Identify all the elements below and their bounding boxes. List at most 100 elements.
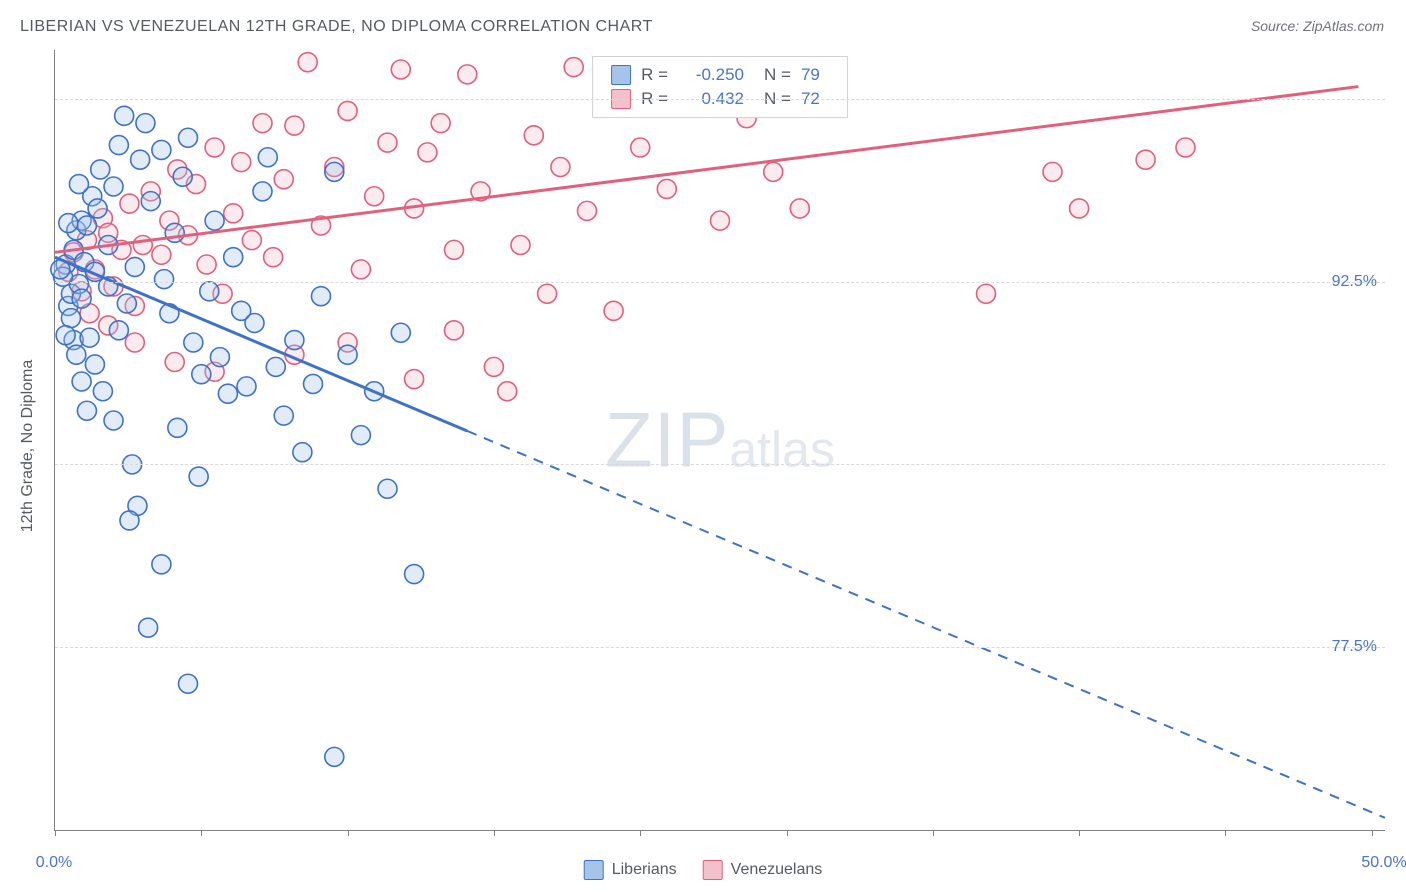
stats-legend-box: R = -0.250 N = 79 R = 0.432 N = 72	[592, 56, 848, 118]
data-point	[538, 284, 557, 303]
data-point	[115, 106, 134, 125]
data-point	[133, 236, 152, 255]
data-point	[378, 133, 397, 152]
data-point	[109, 136, 128, 155]
x-tick	[1372, 830, 1373, 836]
data-point	[77, 216, 96, 235]
x-tick	[787, 830, 788, 836]
data-point	[77, 401, 96, 420]
data-point	[498, 382, 517, 401]
gridline	[55, 99, 1385, 100]
data-point	[312, 287, 331, 306]
correlation-chart: LIBERIAN VS VENEZUELAN 12TH GRADE, NO DI…	[0, 0, 1406, 892]
data-point	[551, 158, 570, 177]
x-tick	[933, 830, 934, 836]
chart-svg	[55, 50, 1385, 830]
data-point	[977, 284, 996, 303]
data-point	[264, 248, 283, 267]
data-point	[155, 270, 174, 289]
legend-venezuelan: Venezuelans	[703, 860, 823, 880]
data-point	[351, 426, 370, 445]
data-point	[458, 65, 477, 84]
data-point	[152, 245, 171, 264]
data-point	[1043, 162, 1062, 181]
data-point	[338, 345, 357, 364]
trend-line-extrapolated	[467, 431, 1385, 818]
data-point	[418, 143, 437, 162]
data-point	[604, 301, 623, 320]
data-point	[179, 128, 198, 147]
data-point	[72, 289, 91, 308]
data-point	[325, 162, 344, 181]
liberian-legend-swatch-icon	[584, 860, 604, 880]
data-point	[365, 187, 384, 206]
x-tick-label: 0.0%	[36, 854, 72, 872]
data-point	[245, 314, 264, 333]
data-point	[141, 192, 160, 211]
data-point	[168, 418, 187, 437]
data-point	[91, 160, 110, 179]
data-point	[578, 201, 597, 220]
data-point	[253, 182, 272, 201]
data-point	[109, 321, 128, 340]
data-point	[210, 348, 229, 367]
y-tick-label: 77.5%	[1332, 638, 1377, 656]
data-point	[152, 555, 171, 574]
data-point	[1176, 138, 1195, 157]
legend-liberian: Liberians	[584, 860, 677, 880]
data-point	[524, 126, 543, 145]
liberian-swatch-icon	[611, 65, 631, 85]
chart-title: LIBERIAN VS VENEZUELAN 12TH GRADE, NO DI…	[20, 18, 653, 36]
data-point	[152, 140, 171, 159]
liberian-legend-label: Liberians	[612, 861, 677, 879]
data-point	[131, 150, 150, 169]
data-point	[711, 211, 730, 230]
data-point	[1070, 199, 1089, 218]
data-point	[304, 374, 323, 393]
y-axis-label: 12th Grade, No Diploma	[19, 360, 37, 533]
data-point	[285, 331, 304, 350]
data-point	[445, 321, 464, 340]
gridline	[55, 282, 1385, 283]
data-point	[173, 167, 192, 186]
data-point	[391, 60, 410, 79]
data-point	[120, 511, 139, 530]
data-point	[298, 53, 317, 72]
data-point	[125, 333, 144, 352]
x-tick-label: 50.0%	[1361, 854, 1406, 872]
data-point	[790, 199, 809, 218]
liberian-r-value: -0.250	[678, 65, 744, 85]
data-point	[1136, 150, 1155, 169]
data-point	[631, 138, 650, 157]
data-point	[405, 565, 424, 584]
data-point	[88, 199, 107, 218]
trend-line	[55, 257, 467, 431]
data-point	[378, 479, 397, 498]
x-tick	[55, 830, 56, 836]
data-point	[205, 211, 224, 230]
data-point	[657, 179, 676, 198]
data-point	[200, 282, 219, 301]
data-point	[120, 194, 139, 213]
data-point	[274, 170, 293, 189]
data-point	[165, 353, 184, 372]
data-point	[192, 365, 211, 384]
data-point	[93, 382, 112, 401]
bottom-legend: Liberians Venezuelans	[584, 860, 823, 880]
data-point	[104, 177, 123, 196]
stats-row-liberian: R = -0.250 N = 79	[611, 63, 829, 87]
data-point	[338, 101, 357, 120]
data-point	[179, 674, 198, 693]
data-point	[391, 323, 410, 342]
data-point	[85, 355, 104, 374]
x-tick	[1225, 830, 1226, 836]
data-point	[431, 114, 450, 133]
data-point	[72, 372, 91, 391]
data-point	[125, 257, 144, 276]
data-point	[258, 148, 277, 167]
data-point	[117, 294, 136, 313]
x-tick	[494, 830, 495, 836]
x-tick	[348, 830, 349, 836]
data-point	[242, 231, 261, 250]
data-point	[253, 114, 272, 133]
